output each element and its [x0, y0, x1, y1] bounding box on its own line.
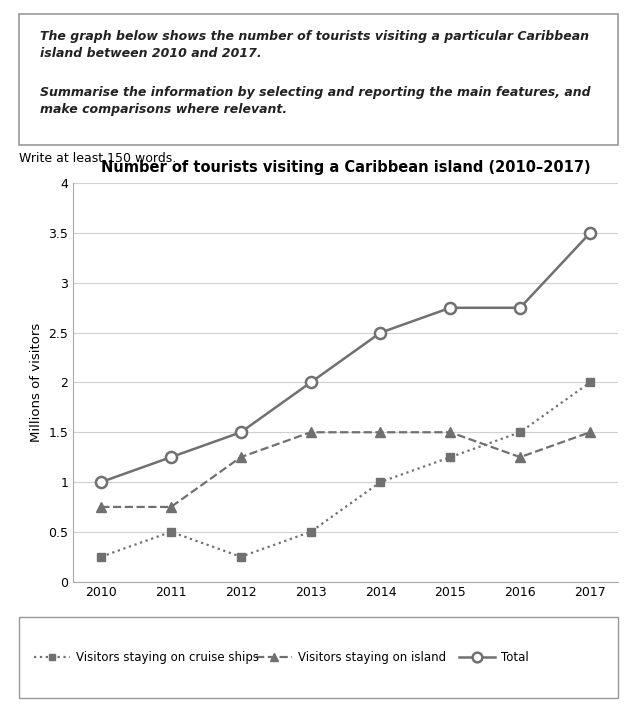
Text: Visitors staying on island: Visitors staying on island [297, 651, 446, 664]
Text: Total: Total [501, 651, 529, 664]
Text: Summarise the information by selecting and reporting the main features, and
make: Summarise the information by selecting a… [40, 86, 590, 116]
Text: The graph below shows the number of tourists visiting a particular Caribbean
isl: The graph below shows the number of tour… [40, 30, 589, 60]
Title: Number of tourists visiting a Caribbean island (2010–2017): Number of tourists visiting a Caribbean … [101, 160, 590, 175]
Text: Write at least 150 words.: Write at least 150 words. [19, 152, 176, 166]
Y-axis label: Millions of visitors: Millions of visitors [30, 323, 43, 442]
Text: Visitors staying on cruise ships: Visitors staying on cruise ships [76, 651, 259, 664]
